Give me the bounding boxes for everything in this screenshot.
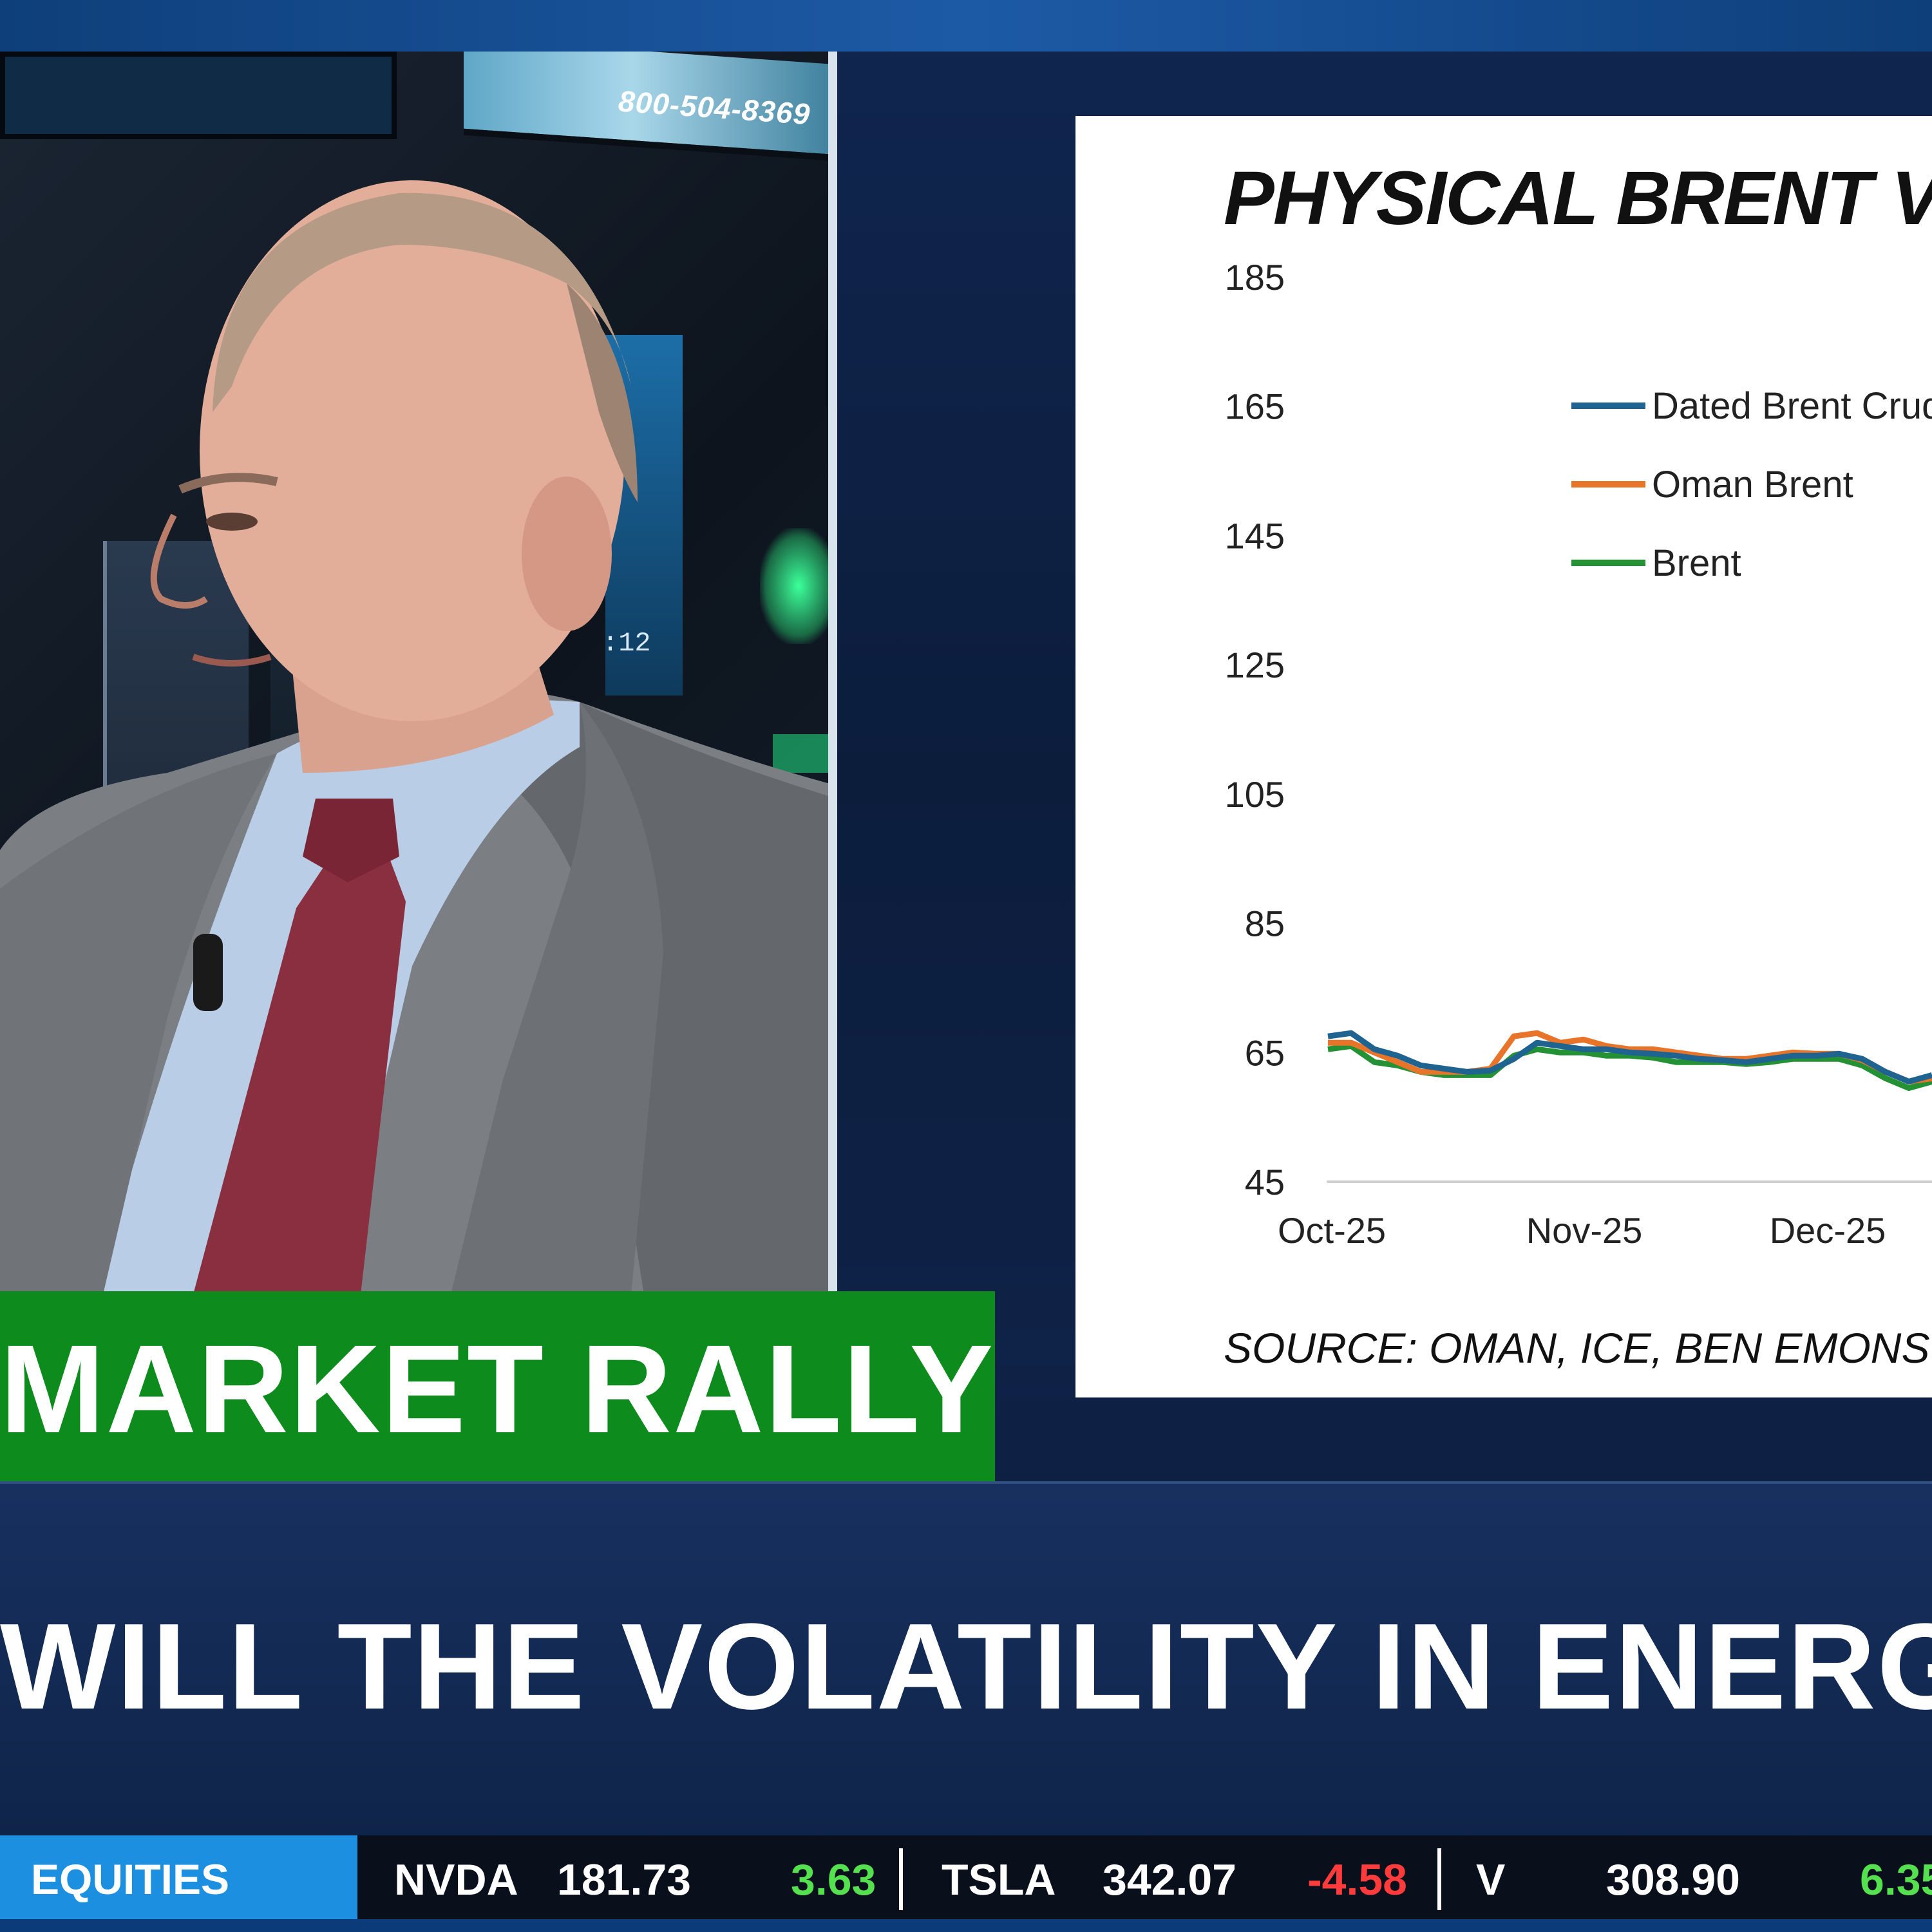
- studio-green-light: [773, 734, 828, 773]
- chart-y-tick-label: 65: [1245, 1032, 1285, 1073]
- chart-svg: 185 165 145 125 105 85 65 45 Oct-25 Nov-25 Dec-25 D…: [1225, 257, 1932, 1251]
- presenter-figure: [0, 180, 828, 1294]
- ticker-category-text: EQUITIES: [31, 1855, 230, 1903]
- chart-card: 185 165 145 125 105 85 65 45 Oct-25 Nov-25 Dec-25 D…: [1075, 116, 1932, 1397]
- presenter-ear: [522, 477, 612, 631]
- presenter-eyebrow: [178, 473, 278, 494]
- chart-y-tick-label: 85: [1245, 904, 1285, 944]
- ticker-separator: [1437, 1848, 1441, 1910]
- chart-y-tick-label: 185: [1225, 257, 1285, 298]
- ticker-separator: [899, 1848, 903, 1910]
- chart-x-tick-label: Oct-25: [1278, 1210, 1386, 1251]
- ticker-symbol: TSLA: [942, 1855, 1056, 1904]
- chart-source-note: SOURCE: OMAN, ICE, BEN EMONS: [1224, 1324, 1930, 1372]
- presenter-lapel: [0, 753, 277, 1294]
- chart-legend-label: Dated Brent Crude: [1652, 385, 1932, 427]
- topic-banner-text: MARKET RALLY: [0, 1319, 995, 1459]
- chart-legend-label: Brent: [1652, 542, 1741, 584]
- studio-green-light: [760, 528, 828, 644]
- chart-y-tick-label: 45: [1245, 1162, 1285, 1202]
- presenter-video-panel: 800-504-8369 :12: [0, 52, 837, 1294]
- ticker-category-label: EQUITIES: [0, 1835, 357, 1919]
- presenter-tie: [193, 850, 406, 1294]
- chart-x-tick-label: Dec-25: [1770, 1210, 1886, 1251]
- ticker-change: -4.58: [1307, 1855, 1407, 1904]
- chart-x-tick-label: Nov-25: [1526, 1210, 1643, 1251]
- ticker-symbol: V: [1476, 1855, 1506, 1904]
- chart-y-tick-label: 165: [1225, 386, 1285, 427]
- chart-legend-label: Oman Brent: [1652, 464, 1853, 506]
- presenter-hair: [213, 193, 631, 412]
- presenter-head: [200, 180, 625, 721]
- presenter-hair: [567, 283, 638, 502]
- presenter-nose: [150, 513, 208, 609]
- top-accent-strip: [0, 0, 1932, 52]
- stock-ticker: EQUITIES NVDA 181.73 3.63 TSLA 342.07 -4…: [0, 1835, 1932, 1919]
- topic-banner: MARKET RALLY: [0, 1291, 995, 1481]
- presenter-tie-knot: [303, 799, 399, 882]
- ticker-symbol: NVDA: [394, 1855, 518, 1904]
- ticker-price: 342.07: [1103, 1855, 1236, 1904]
- presenter-eye: [206, 513, 258, 531]
- presenter-mouth: [192, 654, 272, 667]
- presenter-lapel: [451, 702, 663, 1294]
- studio-wall-clock: :12: [602, 628, 651, 659]
- ticker-change: 3.63: [791, 1855, 876, 1904]
- bottom-accent-strip: [0, 1919, 1932, 1932]
- headline-banner: WILL THE VOLATILITY IN ENERGY REMA: [0, 1481, 1932, 1844]
- chart-y-tick-label: 125: [1225, 645, 1285, 685]
- chart-title: PHYSICAL BRENT VS: [1224, 156, 1932, 241]
- studio-monitor: [0, 52, 397, 139]
- chart-y-tick-label: 145: [1225, 515, 1285, 556]
- chart-series-line: [1327, 1030, 1932, 1084]
- chart-y-tick-label: 105: [1225, 774, 1285, 815]
- ticker-change: 6.35: [1860, 1855, 1932, 1904]
- ticker-price: 181.73: [557, 1855, 691, 1904]
- ticker-price: 308.90: [1606, 1855, 1740, 1904]
- headline-text: WILL THE VOLATILITY IN ENERGY REMA: [0, 1598, 1932, 1735]
- lapel-microphone: [193, 934, 223, 1011]
